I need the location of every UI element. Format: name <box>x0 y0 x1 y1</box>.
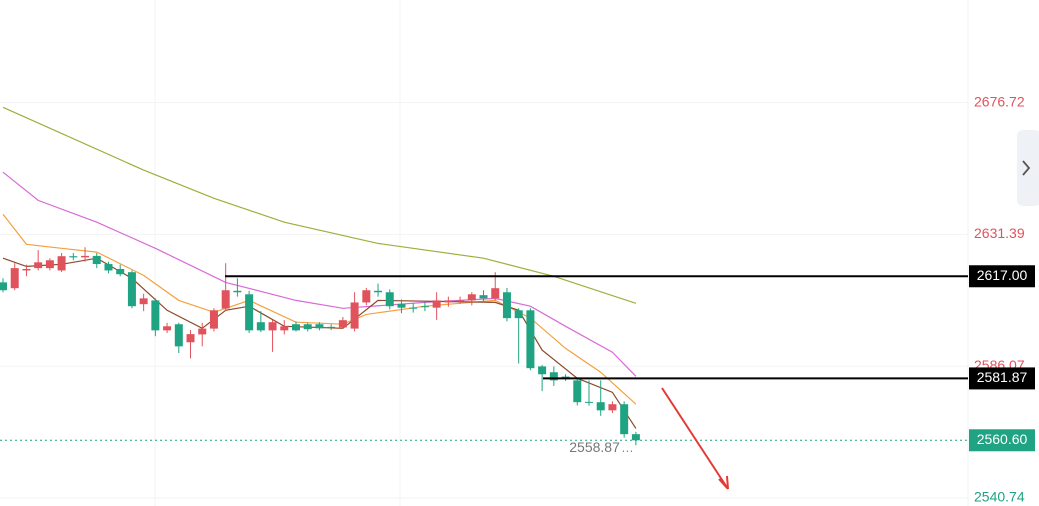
level-label: 2581.87 <box>977 369 1028 385</box>
chevron-icon <box>1022 160 1031 176</box>
level-label-box <box>969 367 1035 390</box>
candle-body <box>350 302 359 329</box>
moving-average <box>2 213 637 405</box>
candle-body <box>69 256 78 258</box>
candle-body <box>81 255 90 258</box>
candle-body <box>92 255 101 265</box>
candle-body <box>444 300 453 303</box>
moving-average <box>2 171 637 377</box>
candle-body <box>256 322 265 331</box>
candle-body <box>420 306 429 308</box>
level-label-box <box>969 265 1035 288</box>
candle-body <box>10 268 19 289</box>
candle-body <box>538 366 547 375</box>
candle-body <box>526 310 535 369</box>
candle-body <box>57 256 66 271</box>
candle-body <box>174 324 183 347</box>
candle-body <box>514 310 523 319</box>
candle-body <box>432 300 441 308</box>
price-axis: 2540.742586.072631.392676.722617.002581.… <box>969 93 1035 505</box>
candle-body <box>608 404 617 411</box>
candle-body <box>303 324 312 330</box>
candle-body <box>292 324 300 331</box>
moving-average <box>2 257 637 429</box>
candle-body <box>502 292 511 319</box>
candle-body <box>315 324 324 329</box>
candle-body <box>34 262 43 269</box>
candle-body <box>631 434 640 441</box>
y-tick-label: 2631.39 <box>974 225 1025 241</box>
candle-body <box>549 372 558 381</box>
candle-body <box>385 292 394 307</box>
candle-body <box>45 260 54 269</box>
candle-body <box>0 282 7 291</box>
candle-body <box>573 380 582 403</box>
candle-body <box>268 322 277 331</box>
candle-body <box>397 303 406 308</box>
moving-average <box>2 106 637 304</box>
candle-body <box>127 272 136 307</box>
y-tick-label: 2676.72 <box>974 93 1025 109</box>
candle-body <box>209 310 218 329</box>
candle-body <box>467 294 476 301</box>
candle-body <box>163 326 172 331</box>
plot: 2558.87 <box>0 106 968 455</box>
last-price-label: 2560.60 <box>977 431 1028 447</box>
y-tick-label: 2540.74 <box>974 489 1025 505</box>
candle-body <box>561 376 570 378</box>
candle-body <box>139 298 148 305</box>
candle-body <box>620 404 629 435</box>
level-label: 2617.00 <box>977 267 1028 283</box>
candle-body <box>104 264 113 271</box>
candle-body <box>491 288 500 299</box>
candle-body <box>186 334 195 343</box>
candle-body <box>596 402 605 411</box>
candle-body <box>233 290 242 293</box>
candle-body <box>585 401 593 403</box>
candle-body <box>22 268 31 271</box>
trend-arrow <box>661 387 729 490</box>
candle-body <box>327 326 336 328</box>
candle-body <box>151 300 160 331</box>
candle-body <box>479 295 488 299</box>
grid <box>0 102 968 499</box>
candle-body <box>198 328 207 335</box>
candle-body <box>116 268 125 275</box>
candle-body <box>221 290 230 309</box>
candle-body <box>456 300 465 302</box>
candle-body <box>374 290 383 293</box>
candle-body <box>280 326 289 331</box>
candle-body <box>245 294 254 331</box>
low-annotation: 2558.87 <box>569 439 620 455</box>
last-price-box <box>969 429 1035 452</box>
candle-body <box>409 307 418 309</box>
candle-body <box>338 320 347 328</box>
candle-body <box>362 290 371 303</box>
